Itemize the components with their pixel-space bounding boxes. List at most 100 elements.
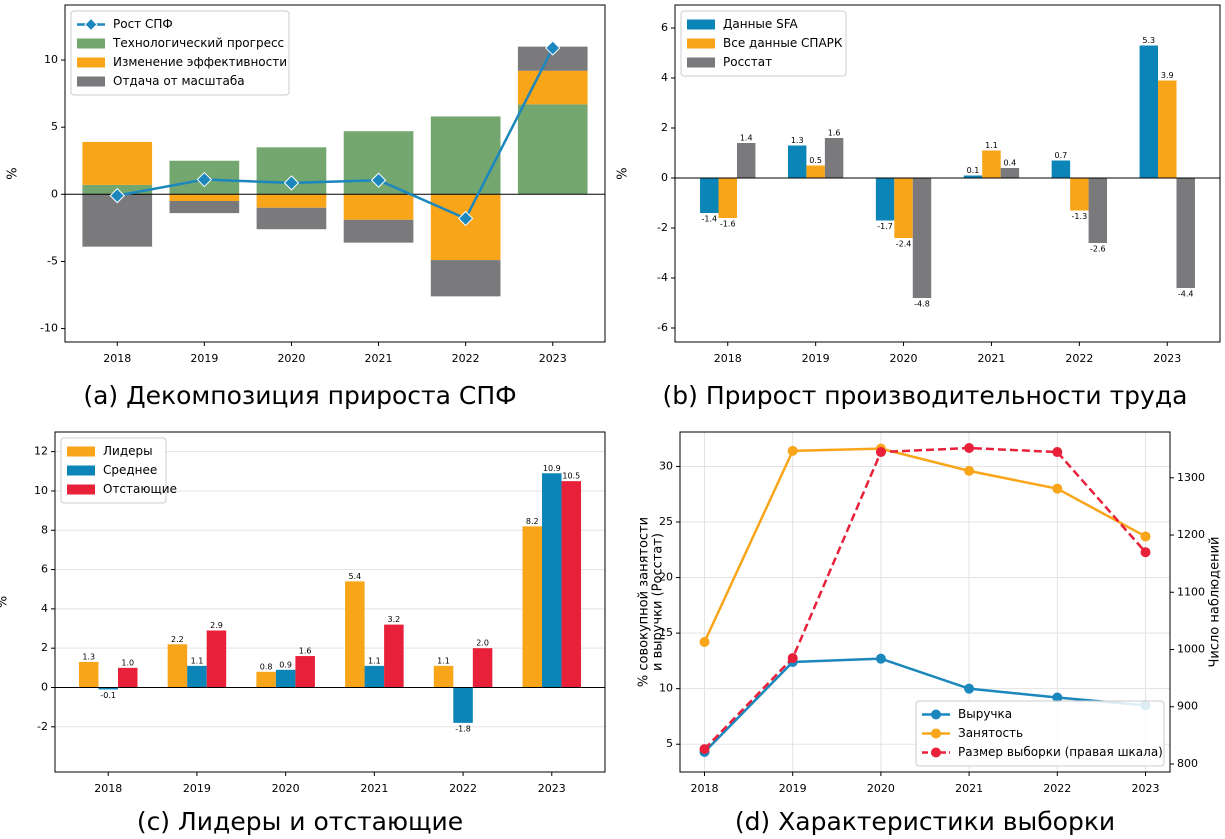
legend-label: Рост СПФ: [113, 17, 173, 31]
legend-box: [70, 10, 290, 96]
value-label: 0.4: [1004, 159, 1017, 168]
value-label: -1.8: [455, 724, 471, 733]
chart-title: (c) Лидеры и отстающие: [137, 807, 463, 836]
marker: [1140, 531, 1151, 542]
plot-area: [700, 45, 1195, 298]
x-tick-label: 2019: [190, 352, 218, 365]
y-tick-label: 0: [51, 187, 58, 200]
x-tick-label: 2019: [802, 352, 830, 365]
legend: Рост СПФ Технологический прогресс Изменени…: [70, 10, 290, 96]
y2-tick-label: 800: [1177, 757, 1198, 770]
x-tick-label: 2021: [365, 352, 393, 365]
bar: [78, 661, 99, 688]
y2-axis-label: Число наблюдений: [1208, 536, 1223, 667]
x-tick-label: 2019: [183, 782, 211, 795]
legend-label: Отдача от масштаба: [113, 74, 245, 88]
legend-label: Росстат: [723, 55, 772, 69]
marker: [964, 443, 975, 454]
y-tick-label: 8: [41, 523, 48, 536]
marker: [370, 172, 387, 188]
x-tick-label: 2020: [890, 352, 918, 365]
value-label: -0.1: [100, 691, 116, 700]
bar: [963, 175, 983, 178]
x-tick-label: 2022: [1043, 782, 1071, 795]
marker: [964, 465, 975, 476]
plot-area: [78, 473, 582, 723]
y-tick-label: -10: [40, 322, 58, 335]
x-tick-label: 2018: [714, 352, 742, 365]
bar: [472, 648, 493, 688]
x-tick-label: 2018: [103, 352, 131, 365]
legend-label: Данные SFA: [723, 17, 799, 31]
y-tick-label: -2: [37, 720, 48, 733]
value-label: 2.0: [476, 639, 489, 648]
y-tick-label: 25: [659, 515, 673, 528]
x-tick-label: 2019: [779, 782, 807, 795]
legend: Лидеры Среднее Отстающие: [60, 437, 177, 504]
legend: Данные SFA Все данные СПАРК Росстат: [680, 10, 847, 77]
y-tick-label: -6: [657, 321, 668, 334]
value-label: -1.6: [720, 220, 736, 229]
legend-label: Отстающие: [103, 482, 177, 496]
value-label: 0.7: [1055, 151, 1068, 160]
y-tick-label: 5: [51, 120, 58, 133]
value-label: -1.7: [877, 222, 893, 231]
chart-title: (b) Прирост производительности труда: [663, 381, 1188, 410]
marker: [545, 40, 561, 56]
bar: [345, 581, 365, 688]
y-axis-label: и выручки (Росстат): [651, 533, 666, 671]
marker: [1052, 483, 1063, 494]
y2-tick-label: 1300: [1177, 471, 1205, 484]
x-tick-label: 2023: [1132, 782, 1160, 795]
y-tick-label: 10: [44, 53, 58, 66]
y-axis-label: %: [616, 167, 631, 179]
marker: [1140, 547, 1151, 558]
x-tick-label: 2021: [955, 782, 983, 795]
bar: [736, 143, 756, 178]
bar: [787, 145, 807, 178]
x-tick-label: 2020: [867, 782, 895, 795]
marker: [964, 683, 975, 694]
legend-swatch: [67, 446, 95, 457]
marker: [787, 653, 798, 664]
y-tick-label: 10: [659, 682, 673, 695]
bar-segment: [430, 116, 501, 195]
x-tick-label: 2023: [538, 782, 566, 795]
value-label: 0.9: [279, 660, 292, 669]
bar-segment: [430, 194, 501, 261]
legend-label: Изменение эффективности: [113, 55, 287, 69]
bar: [718, 178, 737, 218]
value-label: 1.1: [985, 141, 998, 150]
bar-segment: [169, 201, 240, 214]
y-tick-label: 15: [659, 626, 673, 639]
plot-frame: [674, 4, 1221, 343]
x-tick-label: 2023: [539, 352, 567, 365]
legend-label: Лидеры: [103, 444, 153, 458]
y-tick-label: 2: [661, 121, 668, 134]
bar-segment: [82, 141, 153, 185]
value-label: -1.3: [1072, 212, 1088, 221]
bar: [206, 630, 227, 688]
y2-tick-label: 1000: [1177, 643, 1205, 656]
y-tick-label: 20: [659, 571, 673, 584]
bar: [875, 178, 895, 221]
y2-tick-label: 1100: [1177, 585, 1205, 598]
y-tick-label: 10: [34, 484, 48, 497]
value-label: 8.2: [526, 517, 539, 526]
bar-segment: [343, 219, 414, 243]
x-tick-label: 2018: [691, 782, 719, 795]
bar: [295, 656, 315, 688]
x-tick-label: 2023: [1153, 352, 1181, 365]
y2-tick-label: 1200: [1177, 528, 1205, 541]
marker: [875, 447, 886, 458]
marker: [1052, 447, 1063, 458]
y-axis-label: %: [6, 167, 21, 179]
bar-segment: [517, 104, 588, 195]
marker: [457, 210, 474, 227]
legend-marker: [931, 709, 941, 720]
y-tick-label: 4: [41, 602, 48, 615]
value-label: -2.4: [896, 240, 912, 249]
plot-frame: [679, 431, 1171, 773]
y-tick-label: 12: [34, 445, 48, 458]
legend-label: Занятость: [958, 726, 1023, 740]
